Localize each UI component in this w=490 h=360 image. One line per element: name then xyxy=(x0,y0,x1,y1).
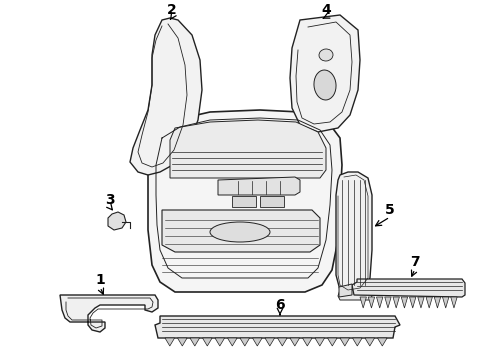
Polygon shape xyxy=(302,338,312,346)
Polygon shape xyxy=(401,297,408,308)
Text: 6: 6 xyxy=(275,298,285,312)
Polygon shape xyxy=(315,338,324,346)
Polygon shape xyxy=(177,338,187,346)
Text: 1: 1 xyxy=(95,273,105,287)
Polygon shape xyxy=(260,196,284,207)
Polygon shape xyxy=(108,212,126,230)
Polygon shape xyxy=(148,110,342,292)
Polygon shape xyxy=(352,279,465,297)
Polygon shape xyxy=(130,18,202,175)
Ellipse shape xyxy=(319,49,333,61)
Ellipse shape xyxy=(210,222,270,242)
Polygon shape xyxy=(327,338,337,346)
Polygon shape xyxy=(385,297,391,308)
Polygon shape xyxy=(252,338,262,346)
Polygon shape xyxy=(336,172,372,294)
Polygon shape xyxy=(442,297,449,308)
Polygon shape xyxy=(352,338,362,346)
Text: 3: 3 xyxy=(105,193,115,207)
Polygon shape xyxy=(434,297,441,308)
Polygon shape xyxy=(60,295,158,332)
Polygon shape xyxy=(451,297,457,308)
Polygon shape xyxy=(365,338,374,346)
Polygon shape xyxy=(290,338,299,346)
Polygon shape xyxy=(240,338,249,346)
Polygon shape xyxy=(360,297,367,308)
Polygon shape xyxy=(410,297,416,308)
Polygon shape xyxy=(232,196,256,207)
Text: 7: 7 xyxy=(410,255,420,269)
Polygon shape xyxy=(290,15,360,132)
Text: 5: 5 xyxy=(385,203,395,217)
Polygon shape xyxy=(339,284,352,297)
Polygon shape xyxy=(340,338,349,346)
Polygon shape xyxy=(376,297,383,308)
Polygon shape xyxy=(190,338,199,346)
Polygon shape xyxy=(368,297,375,308)
Polygon shape xyxy=(227,338,237,346)
Polygon shape xyxy=(426,297,432,308)
Polygon shape xyxy=(165,338,174,346)
Polygon shape xyxy=(265,338,274,346)
Polygon shape xyxy=(202,338,212,346)
Polygon shape xyxy=(218,177,300,195)
Polygon shape xyxy=(377,338,387,346)
Text: 4: 4 xyxy=(321,3,331,17)
Polygon shape xyxy=(155,316,400,338)
Polygon shape xyxy=(277,338,287,346)
Polygon shape xyxy=(215,338,224,346)
Polygon shape xyxy=(393,297,399,308)
Ellipse shape xyxy=(314,70,336,100)
Polygon shape xyxy=(162,210,320,252)
Polygon shape xyxy=(418,297,424,308)
Text: 2: 2 xyxy=(167,3,177,17)
Polygon shape xyxy=(170,120,326,178)
Polygon shape xyxy=(338,290,372,300)
